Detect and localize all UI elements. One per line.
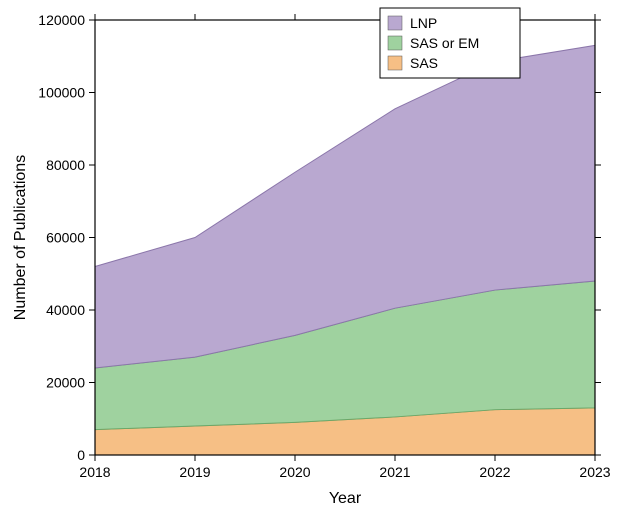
legend-label: SAS or EM: [410, 35, 479, 51]
y-tick-label: 20000: [46, 375, 85, 391]
x-tick-label: 2018: [79, 464, 110, 480]
x-tick-label: 2019: [179, 464, 210, 480]
x-tick-label: 2021: [379, 464, 410, 480]
legend-swatch: [388, 16, 402, 30]
legend-swatch: [388, 56, 402, 70]
legend-swatch: [388, 36, 402, 50]
x-tick-label: 2023: [579, 464, 610, 480]
y-tick-label: 40000: [46, 302, 85, 318]
legend-label: SAS: [410, 55, 438, 71]
y-tick-label: 60000: [46, 230, 85, 246]
y-axis-label: Number of Publications: [12, 155, 29, 320]
y-tick-label: 80000: [46, 157, 85, 173]
y-tick-label: 120000: [38, 12, 85, 28]
x-tick-label: 2020: [279, 464, 310, 480]
y-tick-label: 100000: [38, 85, 85, 101]
legend-label: LNP: [410, 15, 437, 31]
chart-container: 0 20000 40000 60000 80000 100000 120000 2018 201…: [0, 0, 620, 519]
y-tick-label: 0: [77, 447, 85, 463]
x-axis-label: Year: [329, 490, 362, 507]
x-tick-label: 2022: [479, 464, 510, 480]
stacked-area-chart: 0 20000 40000 60000 80000 100000 120000 2018 201…: [0, 0, 620, 519]
